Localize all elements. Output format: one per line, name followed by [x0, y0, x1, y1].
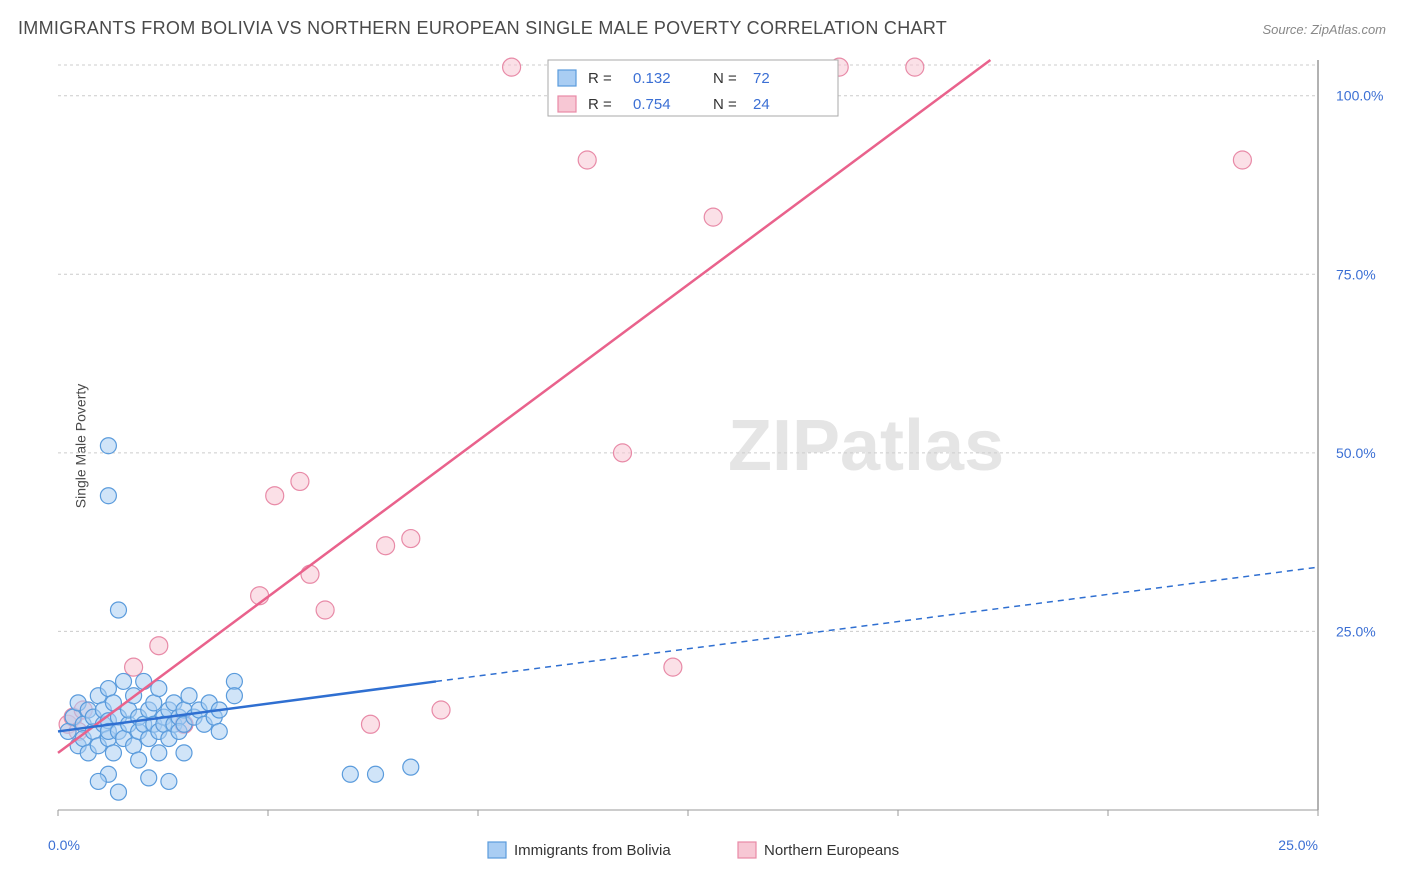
data-point [368, 766, 384, 782]
data-point [266, 487, 284, 505]
y-tick-label: 50.0% [1336, 445, 1376, 461]
legend-r-label: R = [588, 96, 612, 113]
data-point [100, 488, 116, 504]
data-point [161, 773, 177, 789]
data-point [150, 637, 168, 655]
data-point [116, 673, 132, 689]
data-point [90, 773, 106, 789]
legend-swatch [558, 70, 576, 86]
data-point [226, 673, 242, 689]
legend-n-value: 72 [753, 70, 770, 87]
legend-swatch [488, 842, 506, 858]
y-tick-label: 75.0% [1336, 266, 1376, 282]
x-axis-min-label: 0.0% [48, 837, 80, 853]
data-point [151, 745, 167, 761]
y-tick-label: 25.0% [1336, 623, 1376, 639]
legend-swatch [558, 96, 576, 112]
data-point [664, 658, 682, 676]
legend-r-value: 0.754 [633, 96, 671, 113]
regression-line-blue-dashed [436, 567, 1318, 681]
data-point [100, 681, 116, 697]
source-attribution: Source: ZipAtlas.com [1262, 22, 1386, 37]
data-point [110, 602, 126, 618]
data-point [125, 658, 143, 676]
data-point [342, 766, 358, 782]
data-point [1233, 151, 1251, 169]
y-tick-label: 100.0% [1336, 88, 1383, 104]
data-point [110, 784, 126, 800]
data-point [291, 472, 309, 490]
data-point [136, 673, 152, 689]
data-point [704, 208, 722, 226]
data-point [226, 688, 242, 704]
data-point [613, 444, 631, 462]
legend-r-label: R = [588, 70, 612, 87]
data-point [146, 695, 162, 711]
legend-n-label: N = [713, 70, 737, 87]
data-point [906, 58, 924, 76]
stats-legend: R = 0.132 N = 72 R = 0.754 N = 24 [548, 60, 838, 116]
data-point [578, 151, 596, 169]
data-point [316, 601, 334, 619]
legend-n-value: 24 [753, 96, 770, 113]
series-legend: Immigrants from Bolivia Northern European… [488, 842, 899, 859]
legend-r-value: 0.132 [633, 70, 671, 87]
data-point [403, 759, 419, 775]
data-point [141, 770, 157, 786]
correlation-scatter-chart: 25.0% 50.0% 75.0% 100.0% ZIPatlas R = 0.132 N… [48, 50, 1388, 870]
data-point [211, 723, 227, 739]
legend-swatch [738, 842, 756, 858]
data-point [176, 745, 192, 761]
data-point [105, 745, 121, 761]
data-point [402, 530, 420, 548]
data-point [100, 438, 116, 454]
data-point [432, 701, 450, 719]
data-point [131, 752, 147, 768]
data-point [361, 715, 379, 733]
data-point [301, 565, 319, 583]
chart-title: IMMIGRANTS FROM BOLIVIA VS NORTHERN EURO… [18, 18, 947, 39]
legend-series-label: Northern Europeans [764, 842, 899, 859]
watermark-text: ZIPatlas [728, 406, 1004, 486]
data-point [126, 738, 142, 754]
x-axis-max-label: 25.0% [1278, 837, 1318, 853]
legend-series-label: Immigrants from Bolivia [514, 842, 671, 859]
data-point [377, 537, 395, 555]
legend-n-label: N = [713, 96, 737, 113]
data-point [181, 688, 197, 704]
data-point [503, 58, 521, 76]
